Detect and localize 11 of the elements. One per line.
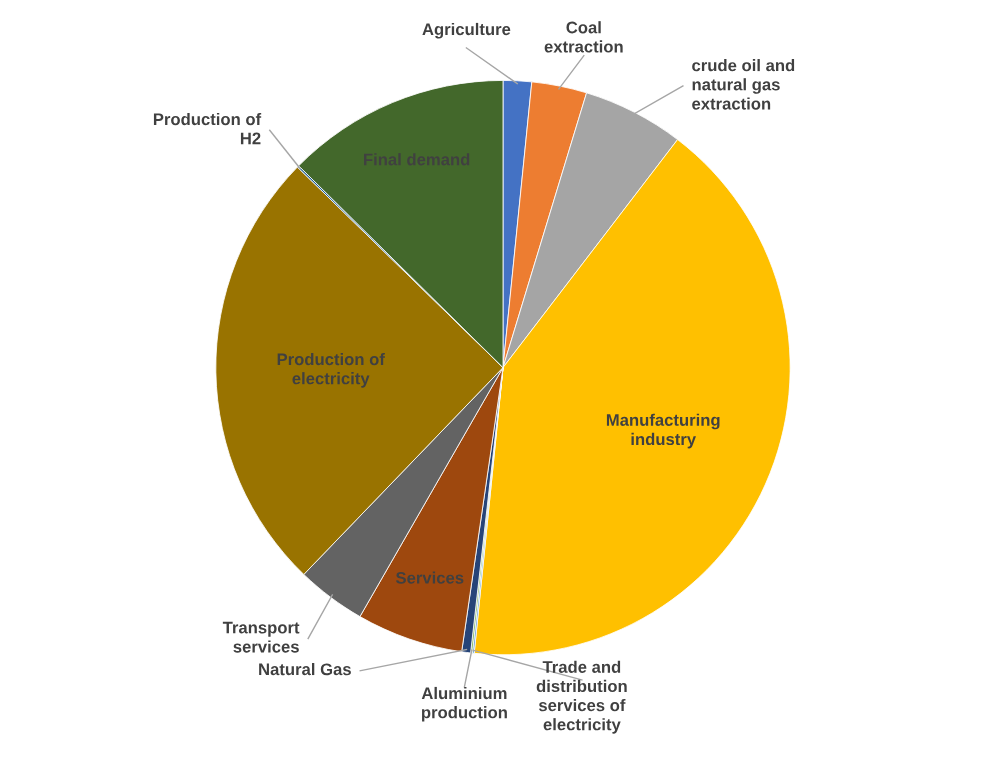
slice-label: crude oil and natural gas extraction — [692, 59, 795, 110]
slice-label: Production of H2 — [153, 112, 262, 145]
slice-label: Agriculture — [422, 22, 511, 39]
slice-label: Production of electricity — [277, 352, 385, 388]
slice-label: Coal extraction — [544, 21, 623, 53]
slice-label: Transport services — [222, 621, 300, 653]
slice-label: Trade and distribution services of electricity — [536, 660, 627, 734]
slice-label: Services — [395, 571, 464, 584]
slice-label: Natural Gas — [259, 662, 351, 676]
slice-label: Manufacturing industry — [606, 413, 720, 449]
slice-label: Aluminium production — [421, 686, 507, 722]
